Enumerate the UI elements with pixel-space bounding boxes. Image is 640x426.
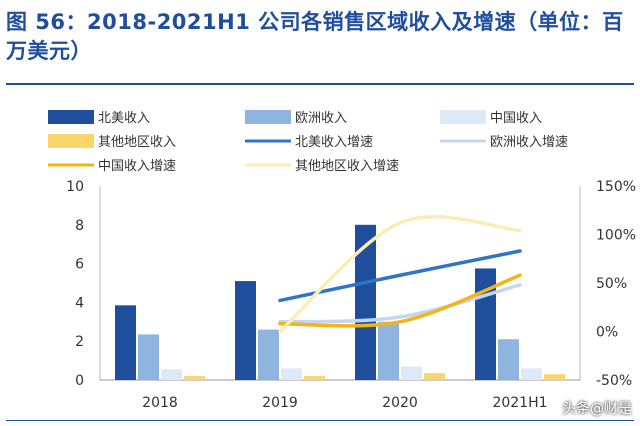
y-left-tick-label: 2 [75,334,84,350]
bar [521,368,542,380]
bar [115,305,136,380]
legend-label: 北美收入 [98,111,150,126]
legend-swatch-bar [440,110,486,124]
series-line [278,283,522,324]
legend-label: 欧洲收入 [295,111,347,126]
legend-swatch-bar [48,110,94,124]
bar [258,329,279,380]
legend-label: 其他地区收入 [98,135,176,150]
series-line [278,215,522,334]
x-tick-label: 2019 [262,395,298,411]
series-line [278,249,522,303]
bar [355,224,376,380]
y-left-tick-label: 4 [75,295,84,311]
series-line [278,273,522,328]
y-left-tick-label: 0 [75,373,84,389]
bar [304,376,325,380]
bar [498,339,519,380]
legend-swatch-bar [48,134,94,148]
bar [424,373,445,380]
legend-label: 其他地区收入增速 [295,159,399,174]
chart-title: 图 56：2018-2021H1 公司各销售区域收入及增速（单位：百万美元） [6,10,624,63]
legend-label: 中国收入 [490,111,542,126]
bar [161,369,182,380]
legend-label: 欧洲收入增速 [490,135,568,150]
legend-label: 中国收入增速 [98,159,176,174]
bottom-divider [6,420,634,421]
bar [281,368,302,380]
x-tick-label: 2018 [142,395,178,411]
y-right-tick-label: 100% [596,228,636,244]
legend-swatch-bar [245,110,291,124]
y-right-tick-label: -50% [596,373,632,389]
bar [378,321,399,380]
x-tick-label: 2020 [382,395,418,411]
bar [184,376,205,380]
bar [401,366,422,380]
y-left-tick-label: 6 [75,257,84,273]
bar [138,334,159,380]
bar [235,281,256,380]
y-left-tick-label: 10 [66,179,84,195]
x-tick-label: 2021H1 [492,395,547,411]
y-right-tick-label: 50% [596,276,627,292]
y-right-tick-label: 150% [596,179,636,195]
bar [475,268,496,380]
y-right-tick-label: 0% [596,325,618,341]
legend-label: 北美收入增速 [295,135,373,150]
watermark: 头条@财是 [562,401,632,417]
title-divider [6,83,634,85]
bar [544,374,565,380]
y-left-tick-label: 8 [75,218,84,234]
